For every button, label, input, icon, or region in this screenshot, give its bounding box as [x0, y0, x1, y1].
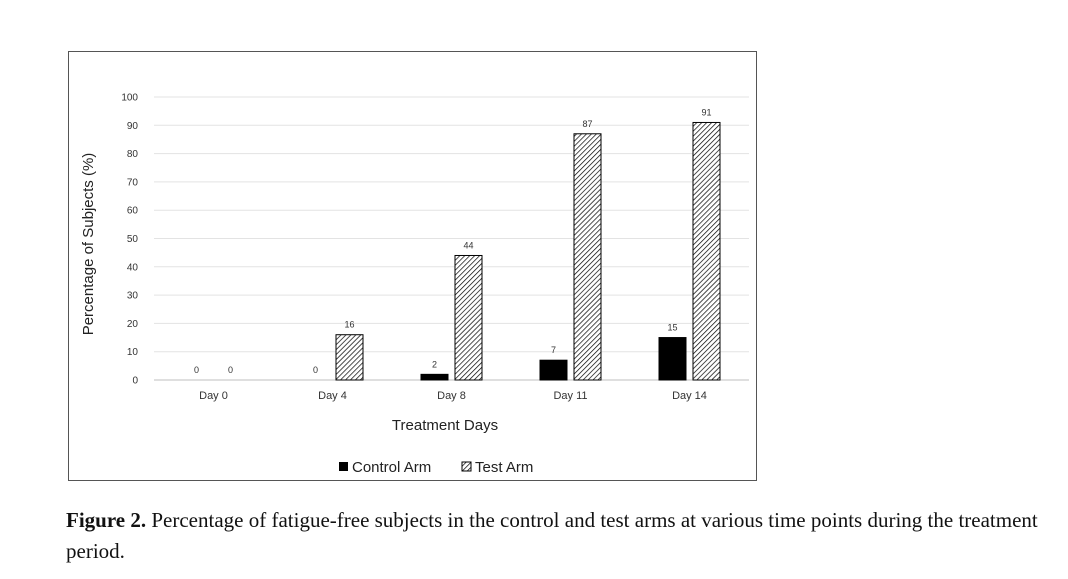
y-tick-label: 70 [127, 177, 139, 188]
y-tick-labels: 0 10 20 30 40 50 60 70 80 90 100 [121, 93, 138, 387]
y-tick-label: 50 [127, 234, 139, 245]
test-bar-day-14 [692, 121, 721, 381]
x-tick-label: Day 0 [199, 390, 228, 402]
x-axis-title: Treatment Days [392, 417, 498, 434]
control-bar-day-14 [658, 337, 687, 381]
legend-swatch-control [339, 462, 348, 471]
bar-chart: 0 10 20 30 40 50 60 70 80 90 100 0 0 0 16 2 44 7 87 15 91 D… [80, 93, 749, 476]
test-bar-day-4 [335, 334, 364, 381]
x-tick-label: Day 11 [553, 390, 587, 402]
figure-caption: Figure 2. Percentage of fatigue-free sub… [66, 505, 1056, 567]
test-bar-day-8 [454, 254, 483, 381]
y-tick-label: 60 [127, 206, 139, 217]
x-tick-labels: Day 0 Day 4 Day 8 Day 11 Day 14 [199, 390, 707, 402]
caption-label: Figure 2. [66, 508, 147, 532]
y-tick-label: 10 [127, 347, 139, 358]
legend: Control Arm Test Arm [339, 459, 533, 476]
chart-frame: 0 10 20 30 40 50 60 70 80 90 100 0 0 0 16 2 44 7 87 15 91 D… [68, 51, 757, 481]
data-label: 15 [667, 323, 677, 333]
data-label: 44 [463, 240, 473, 250]
gridlines [154, 96, 749, 381]
caption-text: Percentage of fatigue-free subjects in t… [66, 508, 1038, 563]
x-tick-label: Day 8 [437, 390, 466, 402]
data-label: 0 [313, 365, 318, 375]
control-bar-day-8 [420, 373, 449, 381]
x-tick-label: Day 14 [672, 390, 707, 402]
test-bar-day-11 [573, 133, 602, 381]
y-tick-label: 100 [121, 93, 138, 104]
y-axis-title: Percentage of Subjects (%) [80, 153, 97, 336]
data-label: 16 [344, 320, 354, 330]
y-tick-label: 20 [127, 319, 139, 330]
data-label: 91 [701, 107, 711, 117]
data-label: 0 [228, 365, 233, 375]
bars [335, 121, 721, 381]
legend-label-test: Test Arm [475, 459, 533, 476]
data-label: 2 [432, 359, 437, 369]
y-tick-label: 40 [127, 262, 139, 273]
legend-swatch-test [461, 461, 472, 472]
data-label: 7 [551, 345, 556, 355]
y-tick-label: 0 [132, 376, 138, 387]
control-bar-day-11 [539, 359, 568, 381]
y-tick-label: 90 [127, 121, 139, 132]
data-label: 87 [582, 119, 592, 129]
x-tick-label: Day 4 [318, 390, 347, 402]
y-tick-label: 80 [127, 149, 139, 160]
legend-label-control: Control Arm [352, 459, 431, 476]
data-label: 0 [194, 365, 199, 375]
y-tick-label: 30 [127, 291, 139, 302]
data-labels: 0 0 0 16 2 44 7 87 15 91 [194, 107, 712, 375]
